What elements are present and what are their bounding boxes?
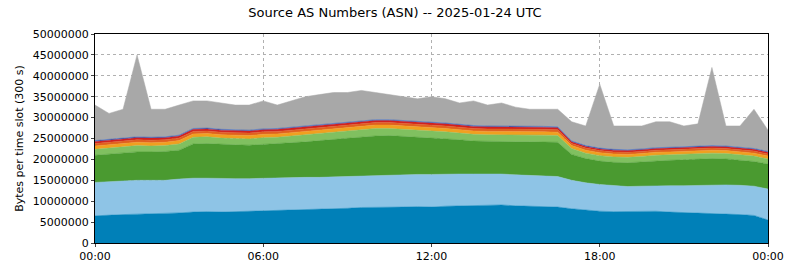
svg-text:00:00: 00:00 [752,250,784,263]
svg-text:18:00: 18:00 [584,250,616,263]
svg-text:10000000: 10000000 [33,195,89,208]
svg-text:20000000: 20000000 [33,153,89,166]
svg-text:45000000: 45000000 [33,49,89,62]
svg-text:35000000: 35000000 [33,91,89,104]
svg-text:25000000: 25000000 [33,132,89,145]
svg-text:0: 0 [82,237,89,250]
svg-text:12:00: 12:00 [416,250,448,263]
svg-text:Bytes per time slot (300 s): Bytes per time slot (300 s) [13,65,26,212]
svg-text:40000000: 40000000 [33,70,89,83]
svg-text:30000000: 30000000 [33,111,89,124]
svg-text:5000000: 5000000 [40,216,89,229]
svg-text:00:00: 00:00 [79,250,111,263]
svg-text:15000000: 15000000 [33,174,89,187]
svg-text:50000000: 50000000 [33,28,89,41]
svg-text:Source AS Numbers (ASN) -- 202: Source AS Numbers (ASN) -- 2025-01-24 UT… [248,5,541,20]
svg-text:06:00: 06:00 [247,250,279,263]
